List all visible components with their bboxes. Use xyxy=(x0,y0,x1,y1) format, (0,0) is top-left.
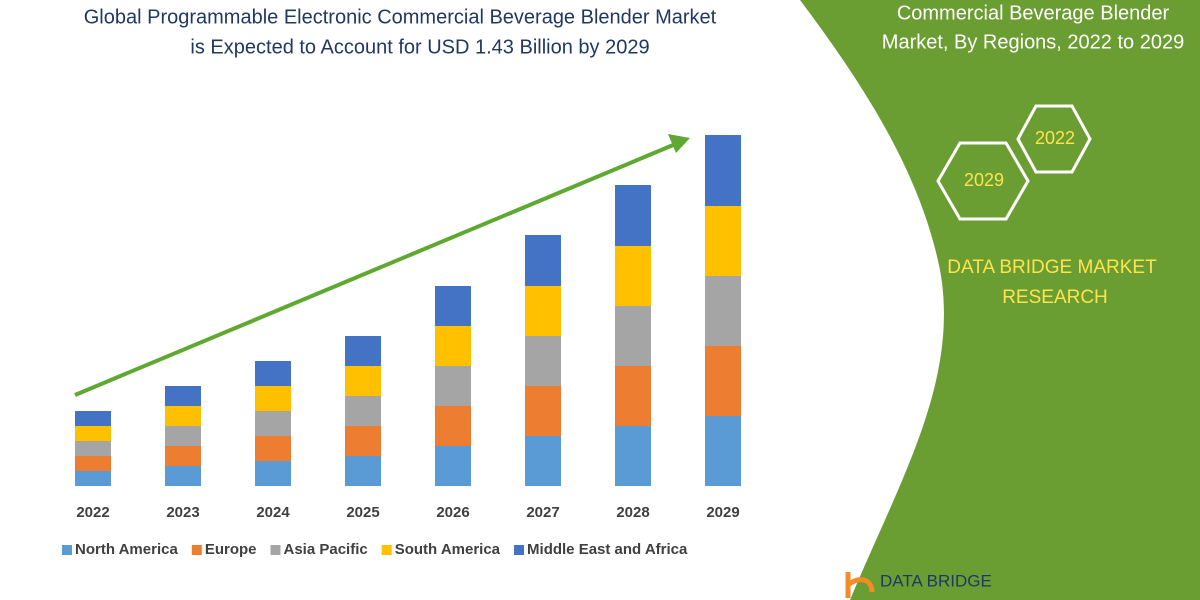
bar-segment xyxy=(75,426,111,441)
panel-title: Market, By Regions, 2022 to 2029 xyxy=(882,31,1184,53)
bar-segment xyxy=(705,206,741,276)
bar-segment xyxy=(435,286,471,326)
bar-segment xyxy=(705,276,741,346)
bar-segment xyxy=(165,406,201,426)
hexagon xyxy=(1016,104,1092,174)
x-tick-label: 2022 xyxy=(76,504,109,521)
bar-segment xyxy=(255,461,291,486)
bar-segment xyxy=(345,336,381,366)
legend-label: South America xyxy=(395,541,501,558)
bar-segment xyxy=(705,416,741,486)
x-tick-label: 2025 xyxy=(346,504,379,521)
hexagon-label: 2029 xyxy=(964,170,1004,190)
arrow-head xyxy=(668,134,690,153)
bar-segment xyxy=(615,366,651,426)
bar-segment xyxy=(345,456,381,486)
bar-segment xyxy=(75,456,111,471)
x-tick-label: 2028 xyxy=(616,504,649,521)
brand-text: RESEARCH xyxy=(1002,287,1108,308)
bar-segment xyxy=(705,135,741,206)
bar-segment xyxy=(705,346,741,416)
legend-swatch xyxy=(514,545,525,555)
hexagon-label: 2022 xyxy=(1035,128,1075,148)
legend-swatch xyxy=(191,545,202,555)
legend-label: North America xyxy=(75,541,178,558)
legend-label: Asia Pacific xyxy=(284,541,368,558)
bar-segment xyxy=(435,446,471,486)
bar-segment xyxy=(75,441,111,456)
x-tick-label: 2027 xyxy=(526,504,559,521)
brand-text: DATA BRIDGE MARKET xyxy=(947,257,1157,278)
bar-segment xyxy=(525,235,561,286)
bar-segment xyxy=(615,306,651,366)
bar-segment xyxy=(75,411,111,426)
bar-segment xyxy=(165,386,201,406)
side-panel xyxy=(800,0,1200,600)
legend-swatch xyxy=(381,545,392,555)
x-tick-label: 2029 xyxy=(706,504,739,521)
bar-segment xyxy=(435,366,471,406)
chart-title: is Expected to Account for USD 1.43 Bill… xyxy=(190,36,649,58)
x-tick-label: 2026 xyxy=(436,504,469,521)
bar-segment xyxy=(525,386,561,436)
bar-segment xyxy=(165,466,201,486)
bar-segment xyxy=(615,246,651,306)
trend-arrow xyxy=(74,141,679,397)
bar-segment xyxy=(345,426,381,456)
panel-title: Commercial Beverage Blender xyxy=(897,2,1170,24)
bar-segment xyxy=(615,426,651,486)
bar-segment xyxy=(525,436,561,486)
logo-text: DATA BRIDGE xyxy=(880,571,992,590)
bar-segment xyxy=(345,366,381,396)
x-tick-label: 2023 xyxy=(166,504,199,521)
bar-segment xyxy=(75,471,111,486)
legend-label: Middle East and Africa xyxy=(527,541,688,558)
bar-segment xyxy=(165,426,201,446)
plot-area: 2022 2023 2024 2025 2026 2027 2028 2029 North Am… xyxy=(62,135,741,558)
bar-segment xyxy=(615,185,651,246)
legend-swatch xyxy=(62,545,72,555)
logo-icon xyxy=(845,572,875,598)
bar-segment xyxy=(435,326,471,366)
bar-segment xyxy=(165,446,201,466)
bar-segment xyxy=(525,286,561,336)
legend-label: Europe xyxy=(205,541,257,558)
hexagon xyxy=(936,141,1030,221)
bar-segment xyxy=(255,386,291,411)
bar-segment xyxy=(435,406,471,446)
bar-segment xyxy=(255,361,291,386)
bar-segment xyxy=(525,336,561,386)
bar-segment xyxy=(255,411,291,436)
legend-swatch xyxy=(270,545,281,555)
x-tick-label: 2024 xyxy=(256,504,290,521)
bar-segment xyxy=(345,396,381,426)
bar-segment xyxy=(255,436,291,461)
chart-title: Global Programmable Electronic Commercia… xyxy=(84,6,717,28)
